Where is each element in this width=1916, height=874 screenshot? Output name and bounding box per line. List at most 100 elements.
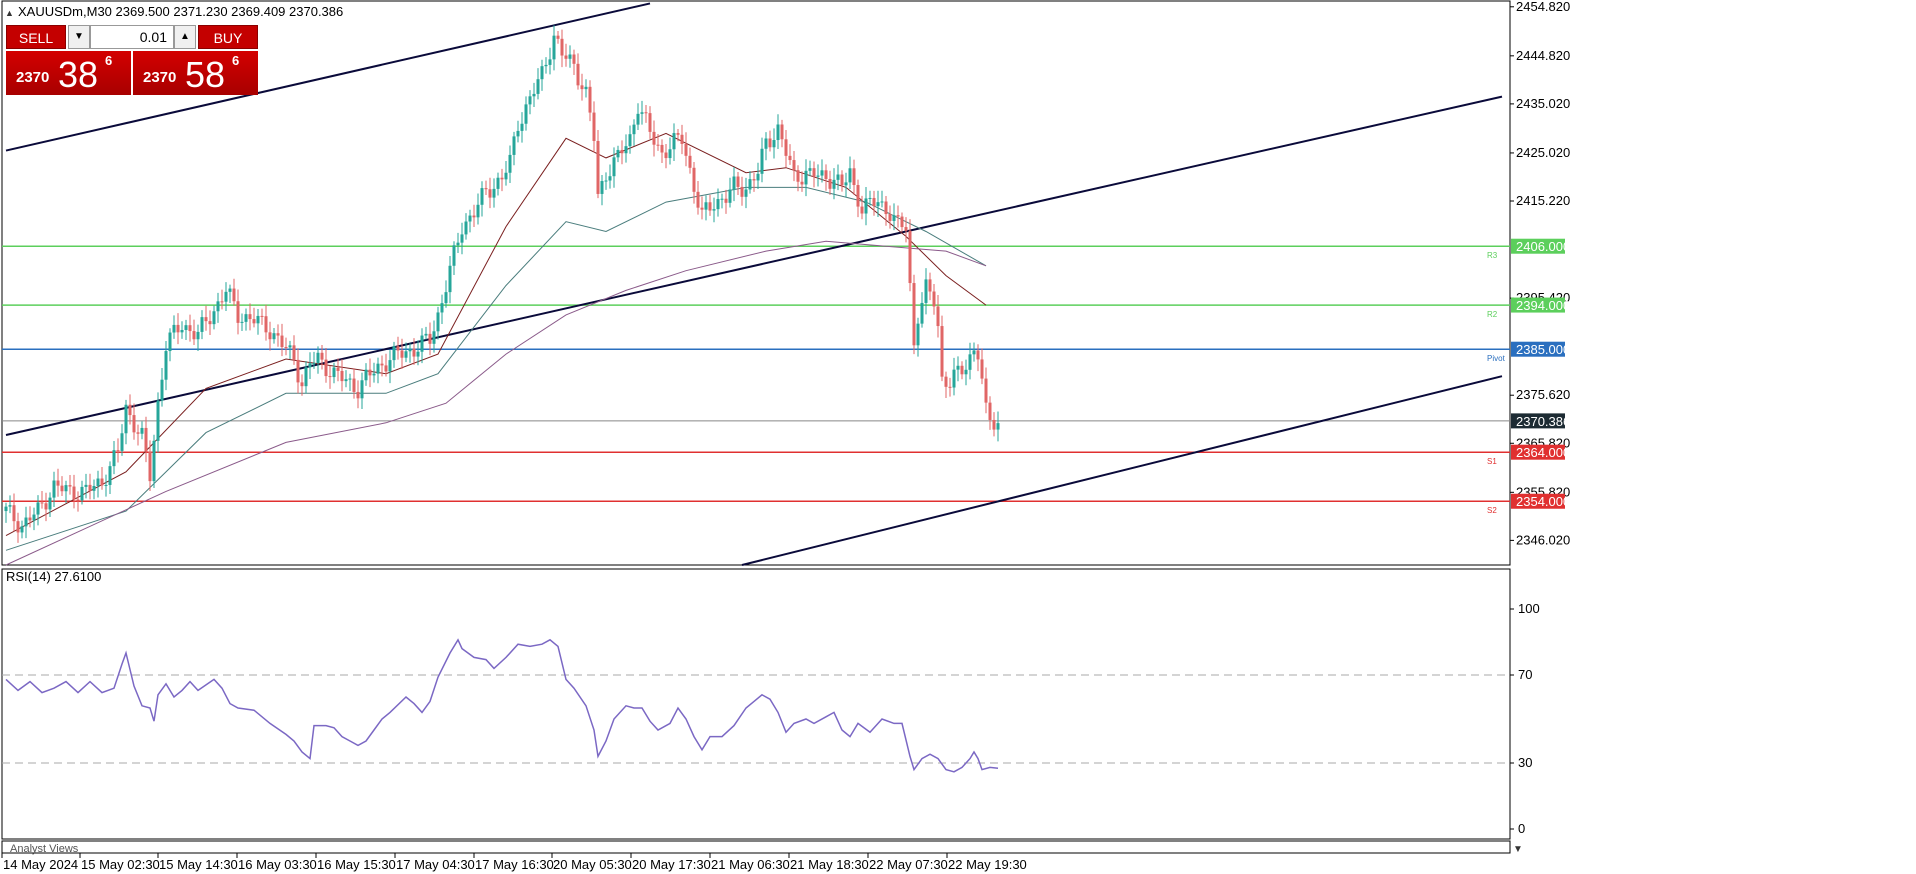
candlesticks bbox=[4, 25, 1000, 543]
candle-body bbox=[852, 168, 856, 186]
candle-body bbox=[392, 346, 396, 361]
candle-body bbox=[672, 133, 676, 150]
candle-body bbox=[724, 198, 728, 203]
candle-body bbox=[304, 367, 308, 387]
candle-body bbox=[884, 201, 888, 215]
candle-body bbox=[656, 144, 660, 146]
candle-body bbox=[264, 316, 268, 333]
candle-body bbox=[176, 324, 180, 333]
candle-body bbox=[404, 351, 408, 358]
candle-body bbox=[312, 363, 316, 365]
candle-body bbox=[880, 201, 884, 203]
candle-body bbox=[64, 485, 68, 492]
candle-body bbox=[108, 466, 112, 485]
candle-body bbox=[516, 130, 520, 137]
candle-body bbox=[52, 480, 56, 498]
candle-body bbox=[540, 66, 544, 80]
candle-body bbox=[588, 86, 592, 113]
price-tick-label: 2375.620 bbox=[1516, 387, 1570, 402]
candle-body bbox=[84, 484, 88, 487]
rsi-tick-label: 30 bbox=[1518, 755, 1532, 770]
candle-body bbox=[240, 321, 244, 323]
lot-decrease-button[interactable]: ▼ bbox=[68, 25, 90, 49]
price-tick-label: 2425.020 bbox=[1516, 145, 1570, 160]
candle-body bbox=[296, 359, 300, 383]
moving-averages bbox=[5, 132, 987, 566]
candle-body bbox=[324, 359, 328, 377]
candle-body bbox=[876, 202, 880, 207]
candle-body bbox=[184, 325, 188, 330]
candle-body bbox=[676, 133, 680, 135]
candle-body bbox=[460, 234, 464, 243]
candle-body bbox=[492, 188, 496, 198]
candle-body bbox=[92, 485, 96, 491]
price-tag-box bbox=[1511, 238, 1565, 254]
candle-body bbox=[40, 502, 44, 504]
sell-button[interactable]: SELL bbox=[6, 25, 66, 49]
candle-body bbox=[476, 204, 480, 218]
rsi-tick-label: 70 bbox=[1518, 667, 1532, 682]
candle-body bbox=[28, 517, 32, 521]
lot-size-input[interactable] bbox=[90, 25, 174, 49]
buy-quote[interactable]: 2370 58 6 bbox=[133, 51, 258, 95]
sell-quote[interactable]: 2370 38 6 bbox=[6, 51, 131, 95]
candle-body bbox=[708, 202, 712, 211]
candle-body bbox=[292, 345, 296, 360]
candle-body bbox=[136, 432, 140, 434]
candle-body bbox=[904, 227, 908, 231]
candle-body bbox=[76, 499, 80, 501]
level-label: R3 bbox=[1487, 251, 1498, 260]
candle-body bbox=[828, 178, 832, 189]
candle-body bbox=[624, 146, 628, 154]
candle-body bbox=[440, 303, 444, 313]
candle-body bbox=[632, 124, 636, 135]
candle-body bbox=[164, 351, 168, 380]
candle-body bbox=[140, 427, 144, 434]
candle-body bbox=[448, 265, 452, 293]
candle-body bbox=[968, 354, 972, 370]
buy-price-sup: 6 bbox=[232, 53, 240, 68]
candle-body bbox=[244, 314, 248, 322]
buy-button[interactable]: BUY bbox=[198, 25, 258, 49]
candle-body bbox=[20, 526, 24, 533]
rsi-panel-frame bbox=[1, 568, 1511, 840]
price-tag-label: 2364.000 bbox=[1516, 445, 1570, 460]
candle-body bbox=[584, 86, 588, 90]
chevron-down-icon: ▼ bbox=[74, 31, 84, 42]
candle-body bbox=[452, 245, 456, 266]
candle-body bbox=[932, 291, 936, 307]
candle-body bbox=[316, 352, 320, 364]
candle-body bbox=[872, 197, 876, 207]
candle-body bbox=[732, 176, 736, 190]
channel-line bbox=[5, 95, 1503, 437]
lot-increase-button[interactable]: ▲ bbox=[174, 25, 196, 49]
candle-body bbox=[936, 306, 940, 327]
candle-body bbox=[204, 317, 208, 322]
candle-body bbox=[660, 144, 664, 153]
candle-body bbox=[652, 131, 656, 145]
candle-body bbox=[868, 197, 872, 199]
candle-body bbox=[744, 189, 748, 197]
channel-line bbox=[5, 2, 651, 152]
candle-body bbox=[996, 423, 1000, 430]
time-tick-label: 17 May 16:30 bbox=[475, 857, 554, 872]
candle-body bbox=[856, 185, 860, 207]
moving-average-line bbox=[5, 240, 987, 566]
candle-body bbox=[612, 157, 616, 177]
candle-body bbox=[888, 214, 892, 221]
time-tick-label: 20 May 05:30 bbox=[553, 857, 632, 872]
symbol-menu-icon[interactable]: ▲ bbox=[5, 8, 14, 18]
candle-body bbox=[100, 478, 104, 486]
candle-body bbox=[720, 198, 724, 200]
panel-resize-icon[interactable]: ▼ bbox=[1513, 844, 1523, 855]
candle-body bbox=[564, 55, 568, 59]
analyst-views-label: Analyst Views bbox=[10, 843, 79, 855]
candle-body bbox=[840, 174, 844, 186]
candle-body bbox=[604, 180, 608, 182]
candle-body bbox=[372, 373, 376, 376]
candle-body bbox=[388, 360, 392, 372]
candle-body bbox=[528, 96, 532, 105]
candle-body bbox=[308, 363, 312, 368]
candle-body bbox=[352, 378, 356, 392]
